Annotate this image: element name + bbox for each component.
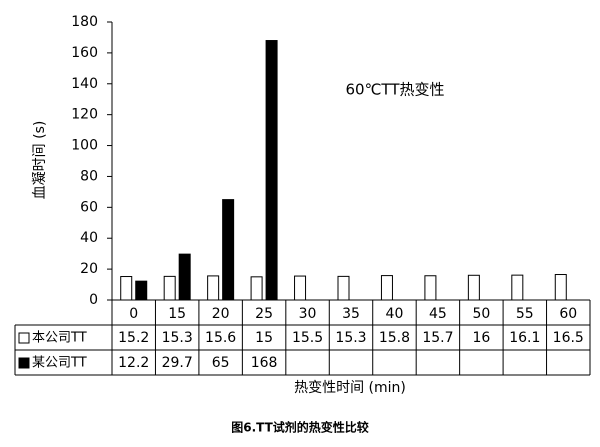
table-value: 15 xyxy=(255,330,273,346)
bar xyxy=(222,199,235,301)
table-value: 15.3 xyxy=(162,330,193,346)
y-tick-label: 80 xyxy=(80,168,98,184)
table-value: 16.1 xyxy=(509,330,540,346)
caption: 图6.TT试剂的热变性比较 xyxy=(231,420,369,435)
legend-label: 本公司TT xyxy=(32,331,87,346)
y-tick-label: 100 xyxy=(71,138,98,154)
y-tick-label: 0 xyxy=(89,292,98,308)
y-tick-label: 60 xyxy=(80,199,98,215)
x-tick-label: 35 xyxy=(342,306,360,322)
table-value: 12.2 xyxy=(118,355,149,371)
x-tick-label: 55 xyxy=(516,306,534,322)
y-tick-label: 180 xyxy=(71,14,98,30)
y-tick-label: 20 xyxy=(80,261,98,277)
bar xyxy=(207,275,220,301)
legend-key xyxy=(18,357,30,369)
table-value: 15.8 xyxy=(379,330,410,346)
table-value: 16 xyxy=(472,330,490,346)
bar xyxy=(554,274,567,301)
x-tick-label: 15 xyxy=(168,306,186,322)
x-tick-label: 45 xyxy=(429,306,447,322)
x-tick-label: 60 xyxy=(559,306,577,322)
x-tick-label: 40 xyxy=(386,306,404,322)
bar xyxy=(120,276,133,301)
bar xyxy=(265,40,278,301)
y-tick-label: 40 xyxy=(80,230,98,246)
table-value: 29.7 xyxy=(162,355,193,371)
bar xyxy=(467,274,480,301)
bar xyxy=(424,275,437,301)
legend-key xyxy=(18,332,30,344)
bar xyxy=(163,275,176,301)
table-value: 168 xyxy=(251,355,278,371)
x-axis-label: 热变性时间 (min) xyxy=(294,380,406,396)
table-value: 65 xyxy=(212,355,230,371)
y-axis-label: 血凝时间 (s) xyxy=(32,121,48,200)
table-value: 15.6 xyxy=(205,330,236,346)
table-value: 15.3 xyxy=(335,330,366,346)
bar xyxy=(380,275,393,301)
table-value: 15.7 xyxy=(422,330,453,346)
legend-label: 某公司TT xyxy=(32,356,87,371)
annotation: 60℃TT热变性 xyxy=(346,81,445,99)
table-value: 16.5 xyxy=(553,330,584,346)
bar xyxy=(511,274,524,301)
x-tick-label: 0 xyxy=(129,306,138,322)
y-tick-label: 140 xyxy=(71,76,98,92)
y-tick-label: 160 xyxy=(71,45,98,61)
x-tick-label: 30 xyxy=(299,306,317,322)
bar xyxy=(250,276,263,301)
bar xyxy=(337,275,350,301)
x-tick-label: 25 xyxy=(255,306,273,322)
bar xyxy=(135,280,148,301)
x-tick-label: 20 xyxy=(212,306,230,322)
x-tick-label: 50 xyxy=(472,306,490,322)
y-tick-label: 120 xyxy=(71,107,98,123)
bar xyxy=(178,253,191,301)
bar xyxy=(294,275,307,301)
table-value: 15.2 xyxy=(118,330,149,346)
table-value: 15.5 xyxy=(292,330,323,346)
